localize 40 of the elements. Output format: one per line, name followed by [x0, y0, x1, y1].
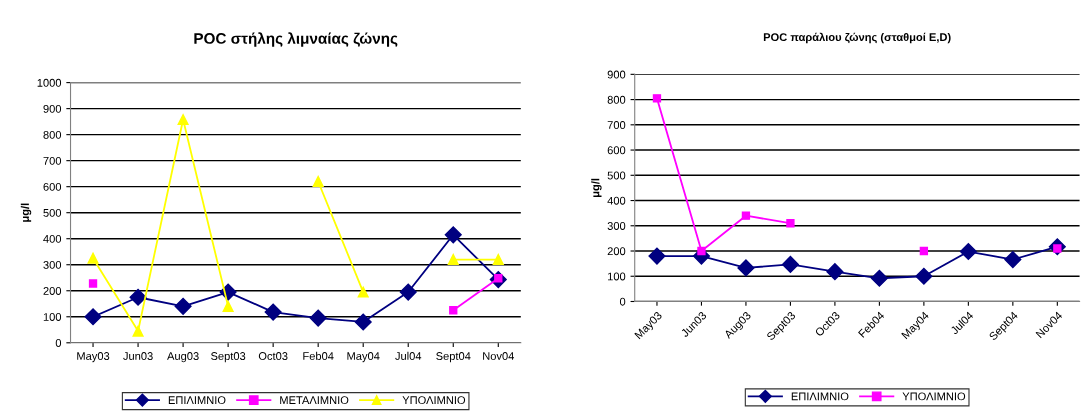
x-tick-label: May04 [347, 352, 380, 363]
y-axis-title: μg/l [591, 178, 602, 198]
x-tick-label: Sept04 [436, 352, 471, 363]
legend-label: ΥΠΟΛΙΜΝΙΟ [902, 392, 966, 401]
y-tick-label: 0 [619, 297, 626, 306]
y-tick-label: 500 [607, 171, 626, 180]
y-tick-label: 200 [607, 247, 626, 256]
y-tick-label: 800 [607, 95, 626, 104]
y-tick-label: 400 [43, 234, 62, 243]
y-tick-label: 400 [607, 196, 626, 205]
y-tick-label: 900 [43, 104, 62, 113]
y-tick-label: 500 [43, 208, 62, 217]
y-axis-title: μg/l [20, 203, 32, 222]
x-tick-label: Aug03 [167, 352, 199, 363]
x-tick-label: May03 [77, 352, 110, 363]
x-tick-label: Sept03 [211, 352, 246, 363]
x-tick-label: Jun03 [123, 352, 153, 360]
x-tick-label: Jul04 [395, 351, 422, 360]
x-tick-label: Nov04 [483, 352, 515, 360]
y-tick-label: 600 [43, 182, 62, 191]
y-tick-label: 700 [43, 156, 62, 165]
legend-label: ΕΠΙΛΙΜΝΙΟ [791, 392, 849, 401]
y-tick-label: 300 [607, 222, 626, 230]
y-tick-label: 700 [607, 121, 626, 129]
y-tick-label: 300 [43, 261, 62, 269]
y-tick-label: 800 [43, 130, 62, 139]
y-tick-label: 600 [607, 146, 626, 155]
chart-title: POC παράλιου ζώνης (σταθμοί E,D) [763, 32, 951, 44]
legend-label: ΜΕΤΑΛΙΜΝΙΟ [280, 396, 349, 405]
y-tick-label: 900 [607, 70, 626, 79]
y-tick-label: 100 [43, 313, 62, 321]
x-tick-label: Oct03 [258, 352, 288, 360]
y-tick-label: 200 [43, 287, 62, 295]
y-tick-label: 1000 [37, 78, 62, 87]
legend-label: ΕΠΙΛΙΜΝΙΟ [168, 396, 226, 405]
y-tick-label: 0 [55, 339, 62, 347]
chart-title: POC στήλης λιμναίας ζώνης [194, 32, 398, 47]
legend-label: ΥΠΟΛΙΜΝΙΟ [402, 396, 466, 405]
x-tick-label: Feb04 [303, 351, 334, 360]
y-tick-label: 100 [608, 272, 626, 281]
